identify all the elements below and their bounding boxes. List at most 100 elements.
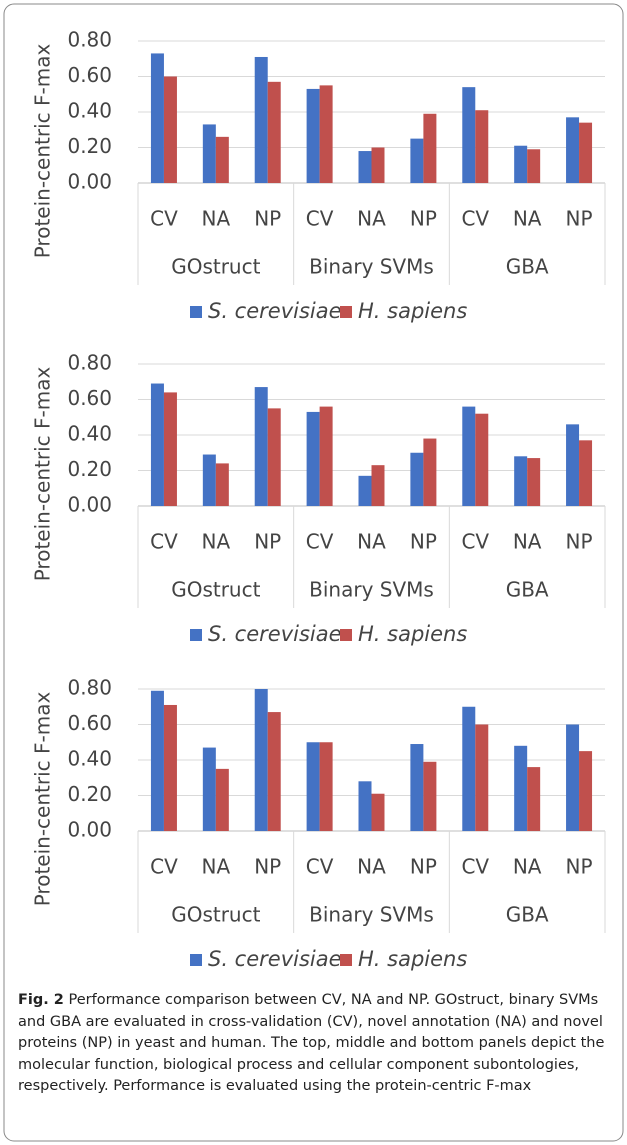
bar bbox=[579, 122, 593, 183]
legend-swatch bbox=[340, 306, 352, 318]
bar bbox=[527, 767, 541, 831]
x-tick-label: CV bbox=[306, 207, 334, 231]
y-tick-label: 0.20 bbox=[67, 134, 112, 158]
y-tick-label: 0.80 bbox=[67, 351, 112, 375]
bar bbox=[150, 690, 164, 831]
caption-label: Fig. 2 bbox=[18, 992, 64, 1008]
x-tick-label: NP bbox=[566, 530, 593, 554]
bar bbox=[319, 742, 333, 831]
bar bbox=[267, 408, 281, 506]
legend-label: H. sapiens bbox=[358, 299, 467, 323]
bar bbox=[475, 413, 489, 506]
legend-label: S. cerevisiae bbox=[208, 299, 342, 323]
x-tick-label: NP bbox=[566, 855, 593, 879]
y-tick-label: 0.00 bbox=[67, 493, 112, 517]
y-tick-label: 0.40 bbox=[67, 422, 112, 446]
legend-swatch bbox=[340, 954, 352, 966]
bar bbox=[358, 475, 372, 506]
bar bbox=[202, 124, 216, 183]
bar bbox=[371, 147, 385, 183]
group-label: Binary SVMs bbox=[309, 903, 434, 927]
y-axis-title: Protein-centric F-max bbox=[31, 367, 55, 582]
bar bbox=[462, 87, 476, 183]
caption-text: Performance comparison between CV, NA an… bbox=[18, 992, 605, 1094]
bar bbox=[163, 76, 177, 183]
x-tick-label: NA bbox=[513, 855, 542, 879]
y-tick-label: 0.60 bbox=[67, 386, 112, 410]
bar bbox=[371, 793, 385, 831]
legend-label: S. cerevisiae bbox=[208, 947, 342, 971]
bar bbox=[475, 724, 489, 831]
y-tick-label: 0.20 bbox=[67, 457, 112, 481]
group-label: GBA bbox=[506, 578, 549, 602]
x-tick-label: NA bbox=[357, 855, 386, 879]
bar bbox=[163, 704, 177, 831]
bar bbox=[150, 383, 164, 506]
bar bbox=[514, 745, 528, 831]
caption: Fig. 2 Performance comparison between CV… bbox=[18, 990, 610, 1098]
legend-label: S. cerevisiae bbox=[208, 622, 342, 646]
legend-label: H. sapiens bbox=[358, 622, 467, 646]
x-tick-label: CV bbox=[461, 207, 489, 231]
group-label: GBA bbox=[506, 903, 549, 927]
bar bbox=[150, 53, 164, 183]
bar bbox=[267, 712, 281, 831]
x-tick-label: CV bbox=[461, 530, 489, 554]
bar bbox=[566, 724, 580, 831]
legend-swatch bbox=[340, 629, 352, 641]
bar bbox=[423, 761, 437, 831]
x-tick-label: NP bbox=[566, 207, 593, 231]
frame bbox=[3, 3, 624, 1142]
x-tick-label: CV bbox=[150, 530, 178, 554]
bar bbox=[410, 452, 424, 506]
bar bbox=[319, 85, 333, 183]
bar bbox=[462, 706, 476, 831]
bar bbox=[215, 463, 229, 506]
x-tick-label: CV bbox=[306, 530, 334, 554]
bar bbox=[423, 438, 437, 506]
y-tick-label: 0.80 bbox=[67, 676, 112, 700]
legend-swatch bbox=[190, 306, 202, 318]
y-tick-label: 0.40 bbox=[67, 99, 112, 123]
bar bbox=[514, 456, 528, 506]
y-tick-label: 0.80 bbox=[67, 28, 112, 52]
bar bbox=[319, 406, 333, 506]
y-tick-label: 0.20 bbox=[67, 782, 112, 806]
x-tick-label: NA bbox=[513, 530, 542, 554]
bar bbox=[202, 454, 216, 506]
group-label: Binary SVMs bbox=[309, 578, 434, 602]
legend-swatch bbox=[190, 629, 202, 641]
bar bbox=[475, 110, 489, 183]
bar bbox=[306, 88, 320, 183]
x-tick-label: NA bbox=[513, 207, 542, 231]
bar bbox=[306, 742, 320, 831]
bar bbox=[579, 751, 593, 831]
x-tick-label: NA bbox=[202, 855, 231, 879]
bar bbox=[514, 145, 528, 183]
y-tick-label: 0.00 bbox=[67, 170, 112, 194]
x-tick-label: NA bbox=[202, 207, 231, 231]
bar bbox=[267, 81, 281, 183]
bar bbox=[527, 149, 541, 183]
bar bbox=[215, 768, 229, 831]
legend-swatch bbox=[190, 954, 202, 966]
bar bbox=[423, 113, 437, 183]
group-label: GOstruct bbox=[171, 903, 260, 927]
y-tick-label: 0.00 bbox=[67, 818, 112, 842]
bar bbox=[566, 117, 580, 183]
bar bbox=[566, 424, 580, 506]
bar bbox=[202, 747, 216, 831]
x-tick-label: CV bbox=[461, 855, 489, 879]
bar bbox=[358, 781, 372, 831]
x-tick-label: NA bbox=[202, 530, 231, 554]
y-axis-title: Protein-centric F-max bbox=[31, 692, 55, 907]
x-tick-label: NA bbox=[357, 207, 386, 231]
x-tick-label: NA bbox=[357, 530, 386, 554]
x-tick-label: NP bbox=[254, 207, 281, 231]
y-tick-label: 0.60 bbox=[67, 63, 112, 87]
bar bbox=[410, 744, 424, 831]
group-label: Binary SVMs bbox=[309, 255, 434, 279]
bar bbox=[462, 406, 476, 506]
x-tick-label: NP bbox=[410, 855, 437, 879]
